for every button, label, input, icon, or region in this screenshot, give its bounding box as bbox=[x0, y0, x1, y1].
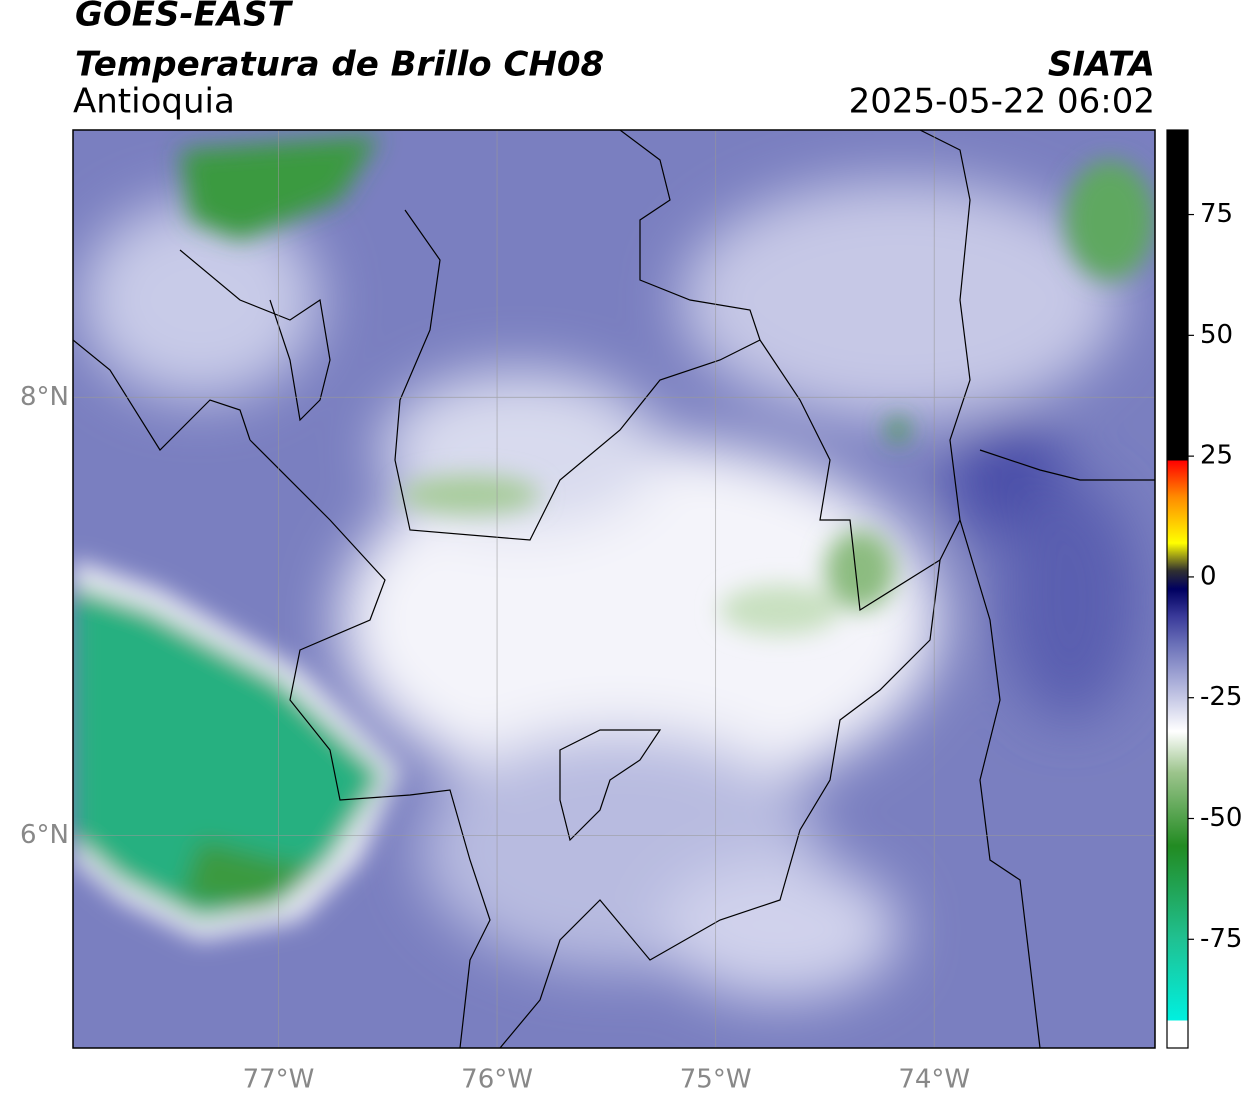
map-labels: 77°W 76°W 75°W 74°W 8°N 6°N bbox=[20, 382, 970, 1095]
title: GOES-EAST bbox=[75, 0, 294, 35]
lon-label: 77°W bbox=[243, 1065, 315, 1095]
lat-label: 8°N bbox=[20, 382, 69, 412]
lon-label: 75°W bbox=[680, 1065, 752, 1095]
colorbar-label: -25 bbox=[1200, 682, 1242, 712]
source: SIATA bbox=[1048, 45, 1155, 85]
lon-label: 76°W bbox=[461, 1065, 533, 1095]
subtitle: Temperatura de Brillo CH08 bbox=[75, 45, 604, 85]
colorbar-label: -50 bbox=[1200, 803, 1242, 833]
colorbar-ticks: 75 50 25 0 -25 -50 -75 bbox=[1188, 199, 1242, 954]
colorbar bbox=[1166, 129, 1189, 1049]
colorbar-label: 50 bbox=[1200, 320, 1233, 350]
colorbar-label: -75 bbox=[1200, 924, 1242, 954]
colorbar-label: 75 bbox=[1200, 199, 1233, 229]
colorbar-label: 25 bbox=[1200, 441, 1233, 471]
colorbar-label: 0 bbox=[1200, 561, 1217, 591]
lat-label: 6°N bbox=[20, 820, 69, 850]
graticule bbox=[73, 130, 1155, 1048]
datetime: 2025-05-22 06:02 bbox=[849, 82, 1155, 122]
region: Antioquia bbox=[73, 82, 235, 122]
lon-label: 74°W bbox=[898, 1065, 970, 1095]
map-frame bbox=[72, 129, 1156, 1049]
map-image bbox=[73, 130, 1155, 1048]
